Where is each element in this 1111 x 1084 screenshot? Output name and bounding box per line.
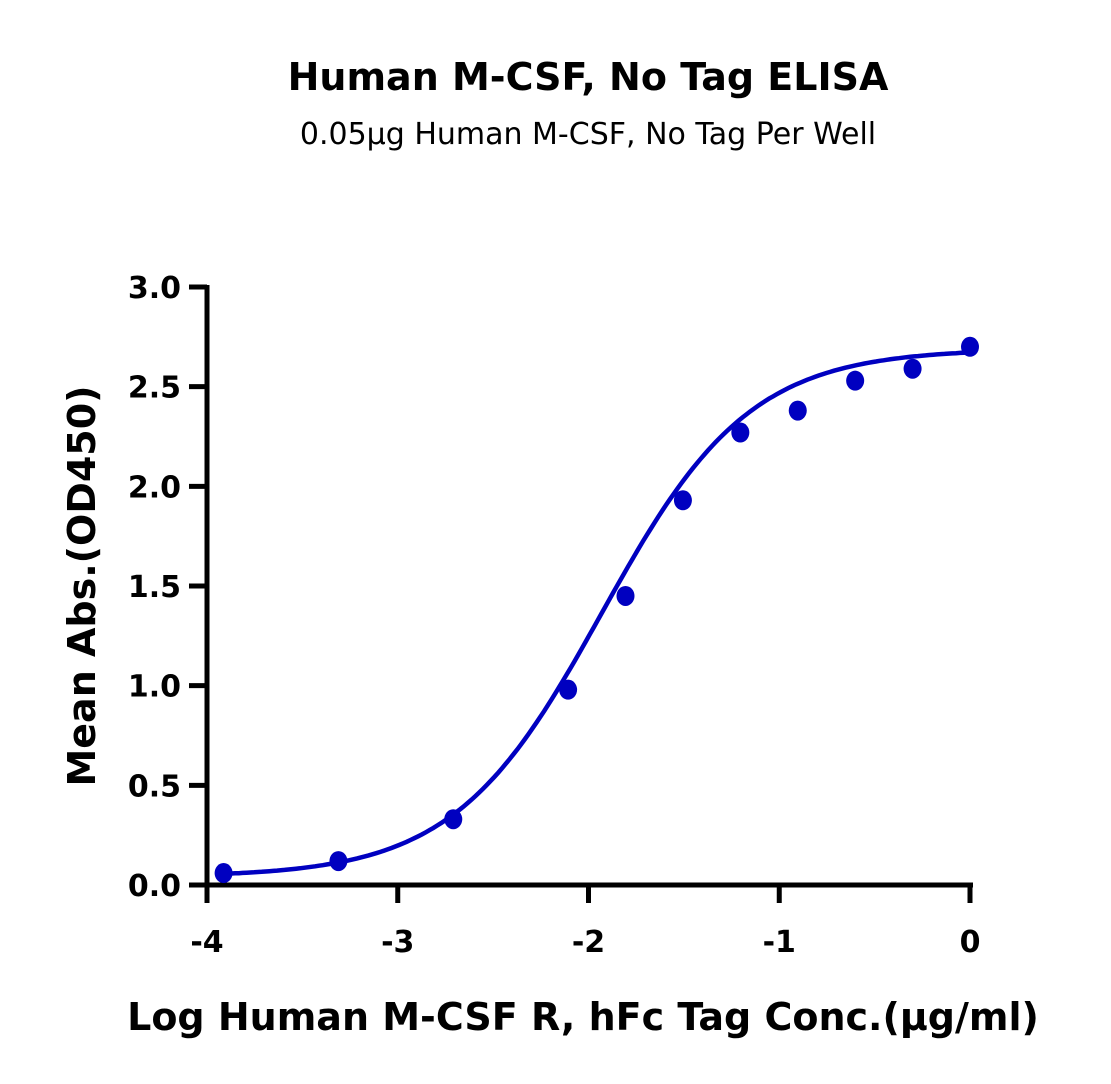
fit-curve-group — [223, 350, 968, 877]
data-point — [961, 336, 979, 357]
data-point — [214, 863, 233, 884]
data-point — [673, 490, 692, 511]
y-tick-label: 0.0 — [128, 869, 181, 904]
x-tick-label: -2 — [572, 925, 605, 960]
data-point — [731, 422, 750, 443]
x-tick-label: -3 — [381, 925, 414, 960]
data-point — [329, 851, 348, 872]
x-axis-label: Log Human M-CSF R, hFc Tag Conc.(μg/ml) — [127, 995, 1039, 1039]
fit-curve — [223, 350, 968, 877]
data-point — [846, 370, 865, 391]
y-tick-label: 2.5 — [128, 371, 181, 406]
data-point — [903, 358, 922, 379]
data-points — [214, 336, 979, 884]
x-tick-label: -4 — [190, 925, 223, 960]
chart-title: Human M-CSF, No Tag ELISA — [287, 55, 889, 99]
y-tick-label: 3.0 — [128, 271, 181, 306]
y-tick-label: 2.0 — [128, 470, 181, 505]
data-point — [559, 679, 578, 700]
axes: 0.0 0.5 1.0 1.5 2.0 2.5 3.0 -4 -3 -2 -1 0 — [128, 271, 981, 960]
chart-subtitle: 0.05μg Human M-CSF, No Tag Per Well — [299, 117, 877, 152]
y-tick-label: 1.5 — [128, 570, 181, 605]
data-point — [444, 809, 463, 830]
x-tick-label: 0 — [960, 925, 981, 960]
y-axis-label: Mean Abs.(OD450) — [60, 385, 104, 786]
y-tick-label: 1.0 — [128, 670, 181, 705]
y-tick-label: 0.5 — [128, 769, 181, 804]
x-tick-label: -1 — [763, 925, 796, 960]
data-point — [616, 585, 635, 606]
data-point — [788, 400, 807, 421]
